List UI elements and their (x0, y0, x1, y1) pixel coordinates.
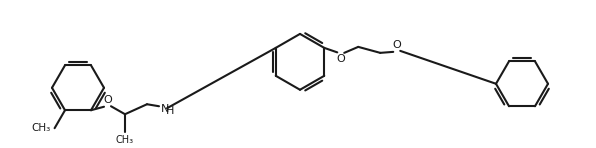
Text: H: H (166, 106, 174, 116)
Text: CH₃: CH₃ (32, 123, 51, 133)
Text: O: O (393, 40, 402, 50)
Text: N: N (161, 104, 169, 114)
Text: O: O (104, 95, 113, 105)
Text: CH₃: CH₃ (116, 135, 134, 145)
Text: O: O (337, 54, 346, 64)
